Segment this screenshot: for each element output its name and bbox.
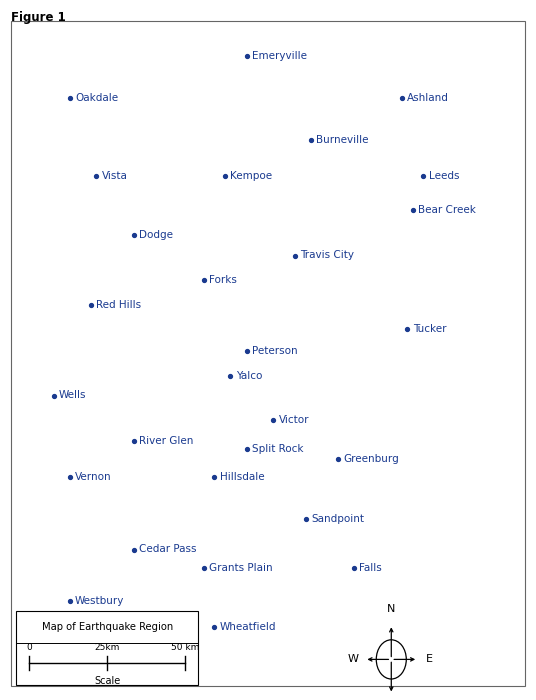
Text: Forks: Forks [209, 275, 237, 285]
Text: Kempoe: Kempoe [230, 172, 273, 181]
Text: Sandpoint: Sandpoint [311, 514, 364, 524]
Text: Dodge: Dodge [139, 230, 173, 239]
Text: Map of Earthquake Region: Map of Earthquake Region [42, 622, 173, 632]
Text: Bear Creek: Bear Creek [418, 205, 476, 215]
Text: Split Rock: Split Rock [252, 444, 303, 454]
Text: Yalco: Yalco [236, 371, 262, 381]
Text: Victor: Victor [279, 415, 309, 425]
Text: Red Hills: Red Hills [96, 300, 142, 309]
Text: Leeds: Leeds [429, 172, 459, 181]
Text: Ashland: Ashland [407, 93, 449, 103]
Text: Wells: Wells [59, 391, 86, 400]
Text: Hillsdale: Hillsdale [220, 473, 264, 482]
Text: Tucker: Tucker [413, 324, 446, 334]
Text: Vernon: Vernon [75, 473, 111, 482]
Text: E: E [426, 654, 434, 664]
Text: 25km: 25km [94, 643, 120, 652]
Text: Falls: Falls [359, 564, 382, 573]
Text: River Glen: River Glen [139, 436, 193, 446]
Text: Figure 1: Figure 1 [11, 10, 65, 24]
Text: Emeryville: Emeryville [252, 51, 307, 61]
Text: Scale: Scale [94, 676, 120, 686]
Text: Travis City: Travis City [300, 251, 354, 260]
Text: Peterson: Peterson [252, 346, 297, 356]
Text: Vista: Vista [102, 172, 128, 181]
Text: Burneville: Burneville [316, 135, 369, 145]
Text: N: N [387, 604, 396, 614]
Bar [16, 611, 198, 685]
Text: W: W [347, 654, 358, 664]
Text: 50 km: 50 km [171, 643, 199, 652]
Text: Oakdale: Oakdale [75, 93, 118, 103]
Text: Greenburg: Greenburg [343, 454, 399, 463]
Text: Wheatfield: Wheatfield [220, 622, 276, 631]
Text: 0: 0 [27, 643, 32, 652]
Text: Westbury: Westbury [75, 596, 124, 605]
Text: Grants Plain: Grants Plain [209, 564, 273, 573]
Text: Cedar Pass: Cedar Pass [139, 545, 197, 554]
